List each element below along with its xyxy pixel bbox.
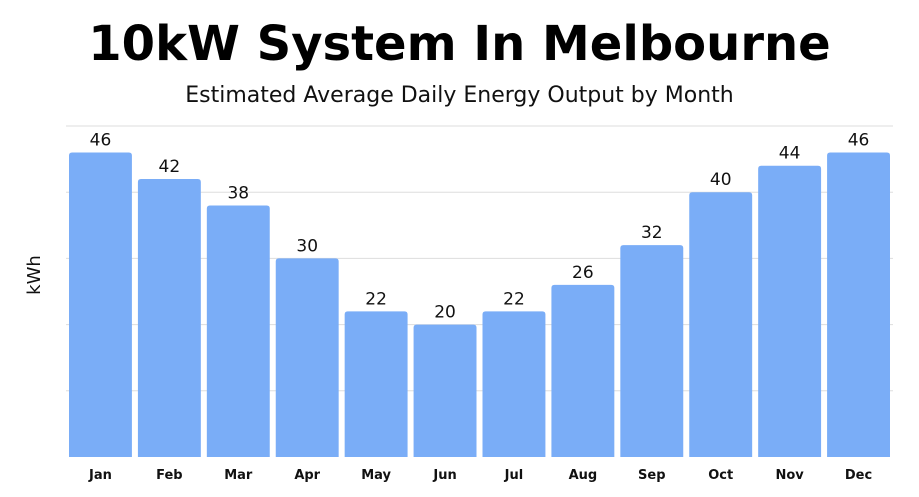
value-label-feb: 42	[159, 157, 181, 177]
chart-subtitle: Estimated Average Daily Energy Output by…	[185, 83, 734, 108]
x-tick-oct: Oct	[708, 468, 733, 483]
bar-may	[344, 311, 408, 457]
value-label-mar: 38	[227, 183, 249, 203]
value-label-jul: 22	[503, 289, 525, 309]
bar-sep	[620, 245, 684, 457]
bar-nov	[758, 165, 822, 457]
x-tick-jun: Jun	[432, 468, 456, 483]
value-label-may: 22	[365, 289, 387, 309]
gridlines	[66, 125, 893, 392]
bar-jul	[482, 311, 546, 457]
x-tick-aug: Aug	[569, 468, 598, 483]
value-label-nov: 44	[779, 144, 801, 164]
value-label-aug: 26	[572, 263, 594, 283]
bar-dec	[827, 152, 890, 458]
x-tick-mar: Mar	[224, 468, 253, 483]
x-tick-sep: Sep	[638, 468, 666, 483]
x-tick-jul: Jul	[504, 468, 524, 483]
value-label-jun: 20	[434, 303, 456, 323]
bar-jun	[413, 324, 477, 457]
bars	[69, 152, 890, 458]
bar-oct	[689, 192, 753, 457]
x-tick-may: May	[361, 468, 391, 483]
value-label-oct: 40	[710, 170, 732, 190]
x-tick-dec: Dec	[845, 468, 872, 483]
x-tick-apr: Apr	[294, 468, 320, 483]
bar-jan	[69, 152, 132, 458]
bar-aug	[551, 284, 615, 457]
chart-title: 10kW System In Melbourne	[88, 16, 831, 72]
x-tick-labels: Jan Feb Mar Apr May Jun Jul Aug Sep Oct Nov Dec	[88, 468, 872, 483]
bar-apr	[275, 258, 339, 457]
bar-feb	[137, 178, 201, 457]
x-tick-feb: Feb	[156, 468, 182, 483]
x-tick-jan: Jan	[88, 468, 112, 483]
value-label-sep: 32	[641, 223, 663, 243]
x-tick-nov: Nov	[775, 468, 804, 483]
value-label-jan: 46	[90, 130, 112, 150]
value-labels: 46 42 38 30 22 20 22 26 32 40 44 46	[90, 130, 870, 322]
value-label-apr: 30	[296, 236, 318, 256]
value-label-dec: 46	[848, 130, 870, 150]
bar-mar	[206, 205, 270, 457]
